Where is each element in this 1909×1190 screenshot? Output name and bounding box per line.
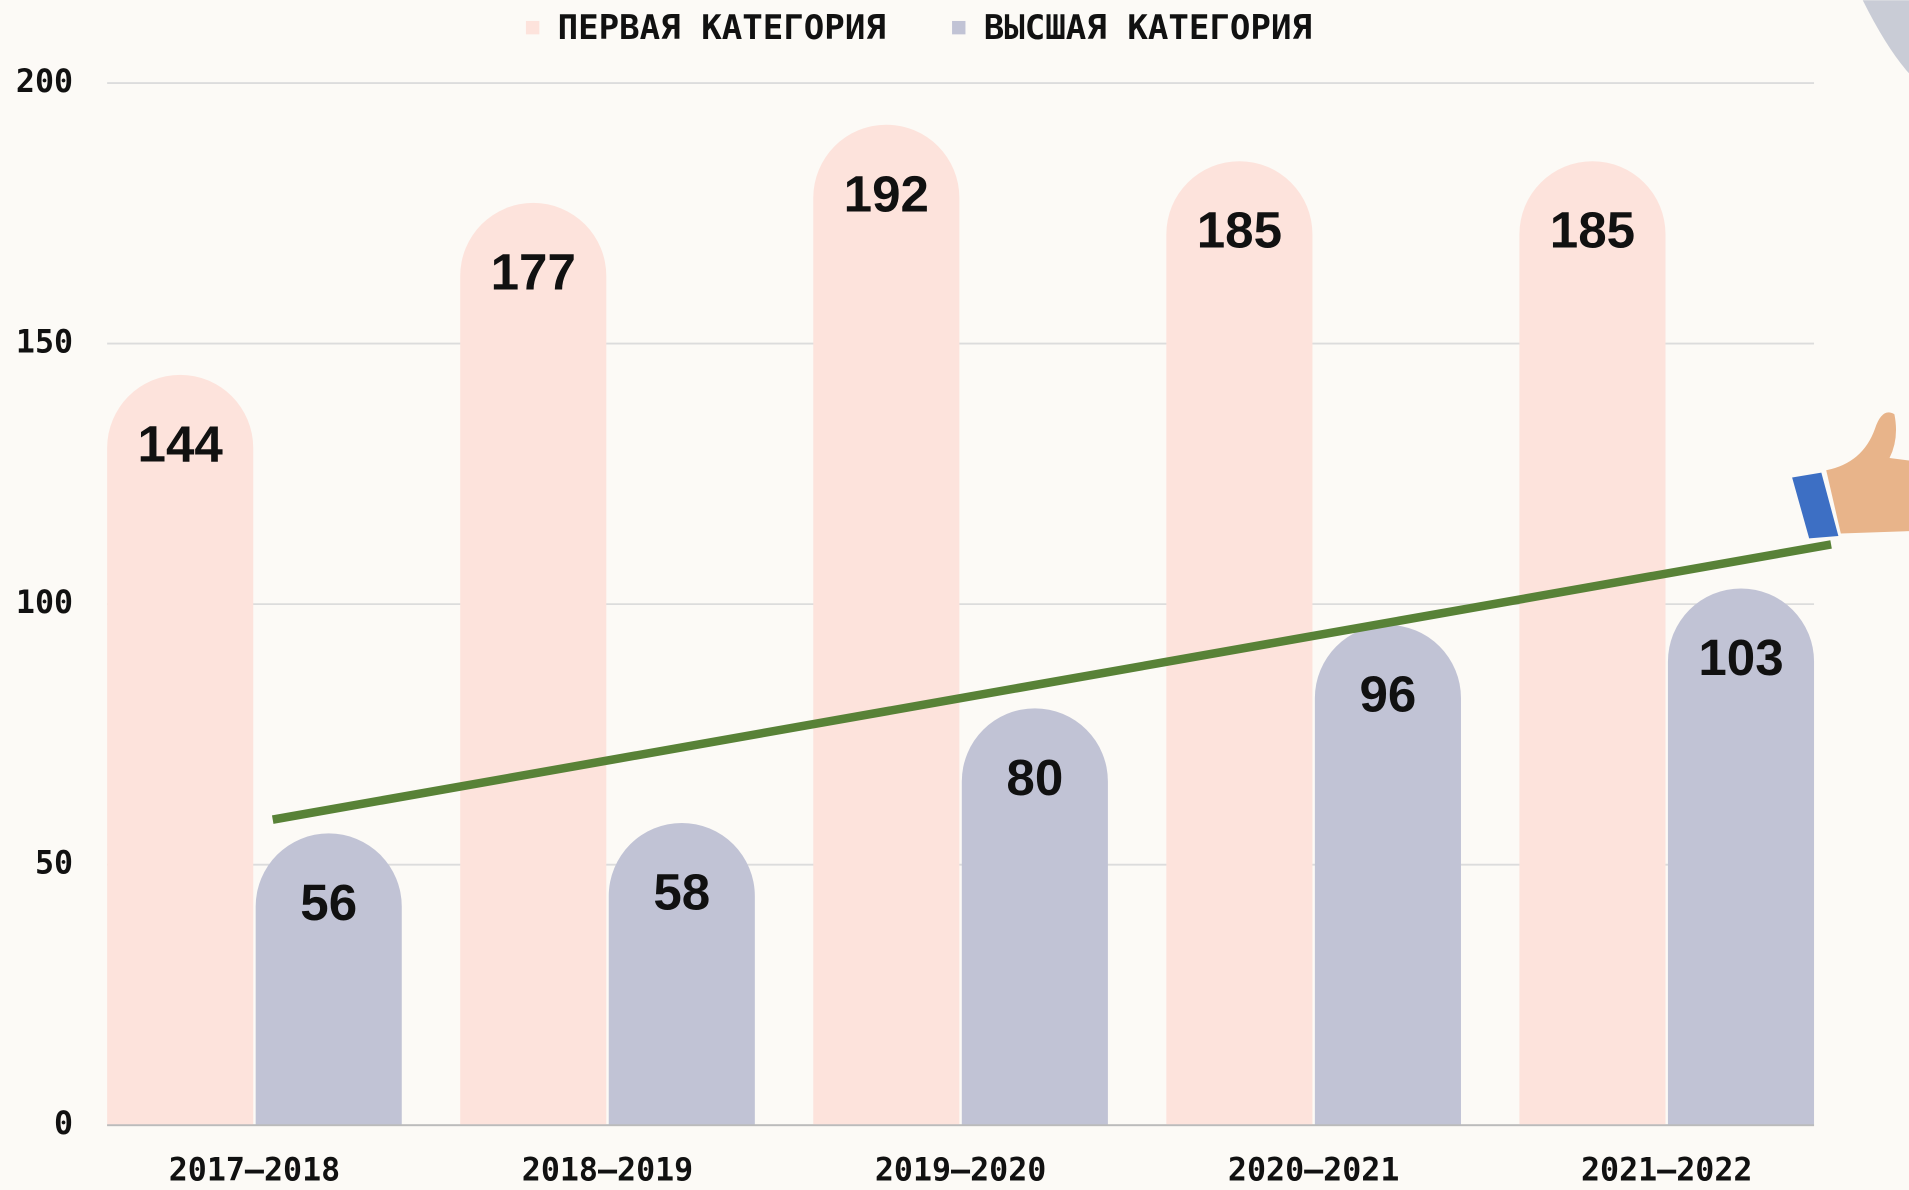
page: {"chart_data": {"type": "bar", "categori… [0,0,1909,1190]
y-tick-label: 150 [16,325,73,361]
value-label: 103 [1698,629,1783,686]
value-label: 177 [491,243,576,300]
y-tick-label: 100 [16,585,73,621]
bar [813,125,959,1125]
bar [107,375,253,1125]
bar [460,203,606,1125]
x-tick-label: 2017–2018 [169,1152,340,1188]
legend-swatch [526,21,539,34]
chart: 0 50 100 150 200 ПЕРВАЯ КАТЕГОРИЯ ВЫСШАЯ КАТЕГ… [0,0,1909,1190]
x-tick-label: 2021–2022 [1581,1152,1752,1188]
value-label: 144 [138,415,224,472]
x-tick-label: 2020–2021 [1228,1152,1399,1188]
bar [1519,161,1665,1125]
x-tick-label: 2018–2019 [522,1152,693,1188]
legend-label: ПЕРВАЯ КАТЕГОРИЯ [558,8,886,48]
legend-swatch [952,21,965,34]
value-label: 80 [1006,749,1063,806]
y-tick-label: 50 [35,846,73,882]
legend-label: ВЫСШАЯ КАТЕГОРИЯ [984,8,1312,48]
y-tick-label: 0 [54,1106,73,1142]
value-label: 96 [1359,666,1416,723]
x-tick-label: 2019–2020 [875,1152,1046,1188]
value-label: 185 [1197,202,1282,259]
value-label: 192 [844,165,929,222]
value-label: 58 [653,864,710,921]
value-label: 185 [1550,202,1635,259]
value-label: 56 [300,874,357,931]
y-tick-label: 200 [16,64,73,100]
